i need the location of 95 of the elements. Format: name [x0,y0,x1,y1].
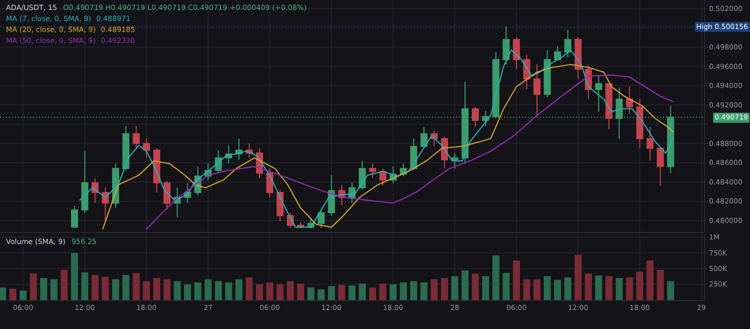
bar [92,274,99,300]
bar [430,279,438,300]
bar [60,270,68,300]
bar [348,286,356,300]
candlestick [564,29,572,58]
bar [369,287,376,300]
bar [122,274,130,300]
candlestick [420,126,428,149]
candlestick [369,163,376,179]
candlestick [512,37,520,70]
bar [472,274,479,300]
bar [626,277,633,300]
bar [40,278,48,300]
bar [30,274,37,300]
bar [564,277,572,300]
bar [112,279,120,300]
bar [102,276,109,300]
candlestick [451,152,458,169]
candlestick [122,126,130,171]
bar [533,279,540,300]
candlestick [318,209,325,229]
bar [132,272,140,300]
candlestick [656,148,664,186]
bar [420,282,428,300]
bar [595,275,602,300]
bar [544,276,551,300]
bar [338,284,346,300]
candlestick [348,182,356,204]
bar [153,278,160,300]
bar [50,279,58,300]
bar [297,284,304,300]
bar [0,287,6,300]
candlestick [595,76,602,112]
bar [584,274,592,300]
candlestick [71,206,78,229]
candlestick [132,126,140,149]
bar [502,272,510,300]
bar [667,281,674,300]
bar [204,279,212,300]
bar [256,284,264,300]
candlestick [646,126,654,162]
bar [286,281,294,300]
bar [379,284,386,300]
bar [390,284,397,300]
bar [266,282,274,300]
bar [276,284,284,300]
bar [440,278,448,300]
candlestick [276,189,284,222]
candlestick [554,46,562,60]
bar [142,281,150,300]
bar [512,260,520,300]
bar [235,279,242,300]
bar [482,276,490,300]
candlestick [626,86,633,114]
candlestick [605,83,612,130]
bar [462,270,469,300]
bar [646,260,654,300]
candlestick [266,168,274,198]
candlestick [636,98,644,149]
bar [174,281,181,300]
bar [9,288,16,300]
candlestick [328,174,335,216]
bar [574,254,582,300]
candlestick [164,180,171,210]
bar [184,284,192,300]
bar [20,290,27,300]
bar [400,282,407,300]
bar [214,281,222,300]
candlestick [379,168,386,186]
bar [523,279,530,300]
bar [81,272,88,300]
bar [616,278,623,300]
bar [605,276,612,300]
bar [194,282,202,300]
candlestick [502,26,510,65]
bar [554,280,562,300]
candlestick [472,106,479,128]
bar [225,282,232,300]
candlestick [544,50,551,98]
bar [71,252,78,300]
candlestick [142,138,150,158]
bar [246,277,253,300]
candlestick [81,150,88,214]
bar [636,272,644,300]
bar [492,255,500,300]
bar [410,281,418,300]
bar [656,270,664,300]
bar [318,289,325,300]
bar [358,284,366,300]
bar [451,276,458,300]
bar [307,287,314,300]
bar [164,279,171,300]
candlestick [533,64,540,117]
bar [328,286,335,300]
candlestick [574,37,582,80]
